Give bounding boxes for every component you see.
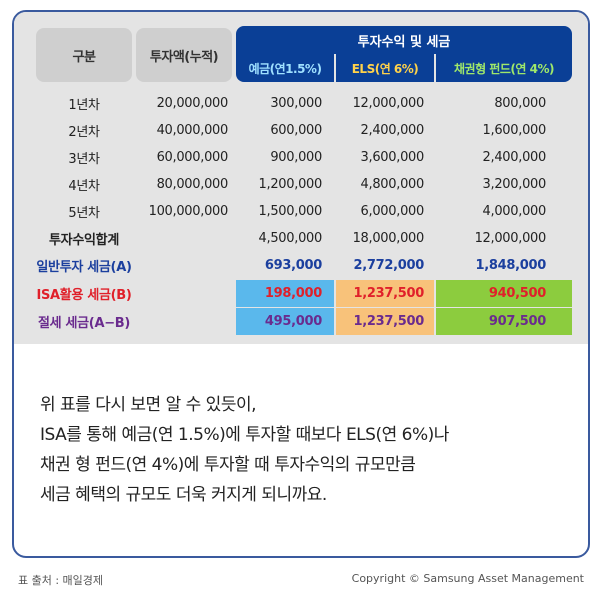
text-line: 채권 형 펀드(연 4%)에 투자할 때 투자수익의 규모만큼: [40, 455, 416, 475]
bond-cell: 907,500: [436, 308, 572, 335]
els-cell: 1,237,500: [336, 280, 434, 307]
deposit-cell: 600,000: [270, 123, 322, 138]
els-cell: 6,000,000: [360, 204, 425, 219]
text-line: 위 표를 다시 보면 알 수 있듯이,: [40, 395, 257, 415]
els-cell: 12,000,000: [352, 96, 425, 111]
table-row: 1년차 20,000,000 300,000 12,000,000 800,00…: [14, 90, 588, 117]
header-investment: 투자액(누적): [136, 28, 232, 82]
row-label: 투자수익합계: [49, 233, 119, 248]
row-label: 2년차: [68, 125, 100, 140]
tax-comparison-table: 구분 투자액(누적) 투자수익 및 세금 예금(연1.5%) ELS(연 6%)…: [14, 12, 588, 344]
deposit-cell: 693,000: [264, 258, 322, 273]
table-row: 2년차 40,000,000 600,000 2,400,000 1,600,0…: [14, 117, 588, 144]
investment-cell: 80,000,000: [156, 177, 229, 192]
deposit-cell: 495,000: [236, 308, 334, 335]
bond-cell: 940,500: [436, 280, 572, 307]
els-cell: 2,772,000: [353, 258, 425, 273]
row-label: ISA활용 세금(B): [36, 288, 132, 303]
isa-tax-row: ISA활용 세금(B) 198,000 1,237,500 940,500: [14, 280, 588, 307]
row-label: 5년차: [68, 206, 100, 221]
text-line: ISA를 통해 예금(연 1.5%)에 투자할 때보다 ELS(연 6%)나: [40, 425, 449, 445]
bond-cell: 800,000: [494, 96, 546, 111]
bond-cell: 4,000,000: [482, 204, 547, 219]
deposit-cell: 198,000: [236, 280, 334, 307]
table-row: 4년차 80,000,000 1,200,000 4,800,000 3,200…: [14, 171, 588, 198]
header-group-title: 투자수익 및 세금: [236, 26, 572, 54]
text-line: 세금 혜택의 규모도 더욱 커지게 되니까요.: [40, 485, 327, 505]
header-deposit: 예금(연1.5%): [236, 54, 334, 82]
row-label: 4년차: [68, 179, 100, 194]
els-cell: 3,600,000: [360, 150, 425, 165]
info-card: 구분 투자액(누적) 투자수익 및 세금 예금(연1.5%) ELS(연 6%)…: [12, 10, 590, 558]
bond-cell: 2,400,000: [482, 150, 547, 165]
els-cell: 4,800,000: [360, 177, 425, 192]
header-bond: 채권형 펀드(연 4%): [436, 54, 572, 82]
header-els: ELS(연 6%): [336, 54, 434, 82]
els-cell: 1,237,500: [336, 308, 434, 335]
els-cell: 18,000,000: [352, 231, 425, 246]
deposit-cell: 900,000: [270, 150, 322, 165]
deposit-cell: 1,500,000: [258, 204, 323, 219]
deposit-cell: 300,000: [270, 96, 322, 111]
row-label: 1년차: [68, 98, 100, 113]
header-category: 구분: [36, 28, 132, 82]
explanation-text: 위 표를 다시 보면 알 수 있듯이, ISA를 통해 예금(연 1.5%)에 …: [40, 390, 570, 510]
deposit-cell: 4,500,000: [258, 231, 323, 246]
deposit-cell: 1,200,000: [258, 177, 323, 192]
row-label: 일반투자 세금(A): [36, 260, 132, 275]
bond-cell: 1,600,000: [482, 123, 547, 138]
saving-row: 절세 세금(A−B) 495,000 1,237,500 907,500: [14, 308, 588, 335]
els-cell: 2,400,000: [360, 123, 425, 138]
investment-cell: 40,000,000: [156, 123, 229, 138]
table-row: 3년차 60,000,000 900,000 3,600,000 2,400,0…: [14, 144, 588, 171]
table-row: 5년차 100,000,000 1,500,000 6,000,000 4,00…: [14, 198, 588, 225]
general-tax-row: 일반투자 세금(A) 693,000 2,772,000 1,848,000: [14, 252, 588, 279]
investment-cell: 60,000,000: [156, 150, 229, 165]
row-label: 절세 세금(A−B): [37, 316, 131, 331]
investment-cell: 100,000,000: [148, 204, 229, 219]
bond-cell: 3,200,000: [482, 177, 547, 192]
bond-cell: 12,000,000: [474, 231, 547, 246]
source-note: 표 출처 : 매일경제: [18, 574, 104, 587]
row-label: 3년차: [68, 152, 100, 167]
investment-cell: 20,000,000: [156, 96, 229, 111]
bond-cell: 1,848,000: [475, 258, 547, 273]
copyright-note: Copyright © Samsung Asset Management: [351, 572, 584, 585]
total-row: 투자수익합계 4,500,000 18,000,000 12,000,000: [14, 225, 588, 252]
